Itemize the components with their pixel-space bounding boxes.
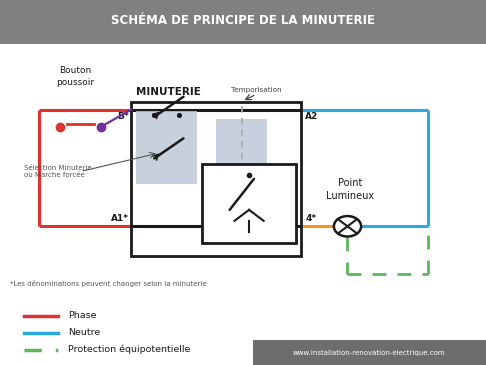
Text: A1*: A1* xyxy=(111,214,129,223)
Bar xyxy=(136,111,197,184)
Text: MINUTERIE: MINUTERIE xyxy=(136,87,201,97)
Text: B*: B* xyxy=(117,112,129,122)
Bar xyxy=(202,164,296,243)
Text: www.installation-renovation-electrique.com: www.installation-renovation-electrique.c… xyxy=(293,350,446,356)
Text: Sélection Minuterie
ou Marche forcée: Sélection Minuterie ou Marche forcée xyxy=(24,165,92,178)
Text: Neutre: Neutre xyxy=(68,328,100,337)
Text: *Les dénominations peuvent changer selon la minuterie: *Les dénominations peuvent changer selon… xyxy=(10,280,207,287)
Text: Point
Lumineux: Point Lumineux xyxy=(326,177,374,201)
Text: Temporisation: Temporisation xyxy=(231,87,281,93)
FancyBboxPatch shape xyxy=(253,340,486,365)
Text: SCHÉMA DE PRINCIPE DE LA MINUTERIE: SCHÉMA DE PRINCIPE DE LA MINUTERIE xyxy=(111,14,375,27)
Text: Bouton
poussoir: Bouton poussoir xyxy=(56,66,94,87)
FancyBboxPatch shape xyxy=(0,0,486,44)
Bar xyxy=(131,102,301,256)
Bar xyxy=(216,119,267,177)
Circle shape xyxy=(334,216,361,237)
Text: A2: A2 xyxy=(305,112,318,122)
Text: 4*: 4* xyxy=(305,214,316,223)
Text: Protection équipotentielle: Protection équipotentielle xyxy=(68,345,191,354)
Text: Phase: Phase xyxy=(68,311,97,320)
